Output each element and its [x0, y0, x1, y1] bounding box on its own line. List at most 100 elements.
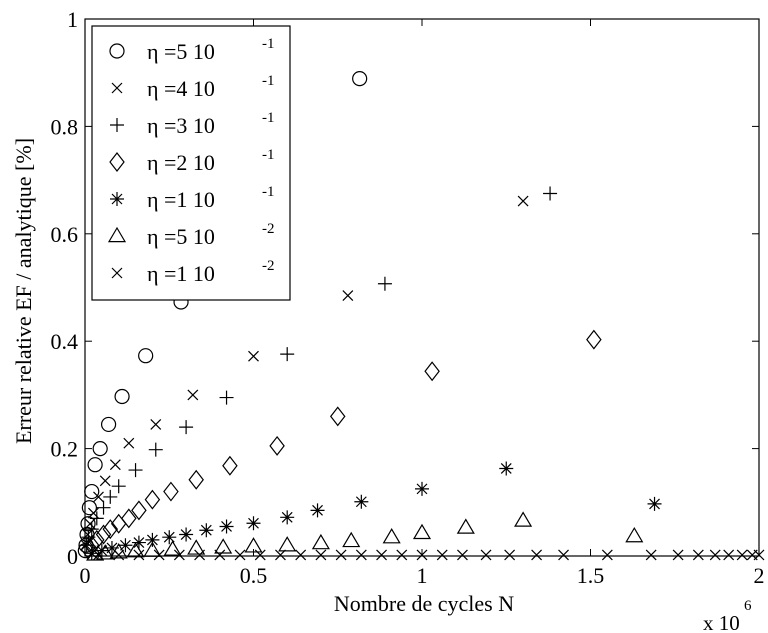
- data-point: [150, 419, 162, 430]
- data-point: [133, 549, 145, 561]
- legend-label-exponent: -2: [262, 221, 275, 237]
- data-point: [269, 435, 285, 456]
- data-point: [315, 549, 327, 561]
- legend-label-exponent: -1: [262, 36, 275, 52]
- data-point: [214, 549, 226, 561]
- data-point: [111, 479, 126, 494]
- data-point: [499, 461, 514, 476]
- data-point: [415, 481, 429, 496]
- legend-label: η =1 10: [147, 187, 215, 212]
- legend-box: [91, 25, 291, 301]
- y-tick-label: 0: [67, 544, 78, 569]
- data-point: [89, 511, 104, 526]
- legend-item: η =2 10 -1: [109, 147, 275, 175]
- data-point: [457, 549, 468, 561]
- data-point: [280, 347, 295, 362]
- data-point: [179, 420, 194, 435]
- data-point: [96, 500, 111, 515]
- data-point: [145, 532, 160, 547]
- data-point: [248, 350, 259, 362]
- data-point: [436, 549, 448, 561]
- data-point: [504, 549, 516, 561]
- data-point: [153, 549, 165, 561]
- data-point: [355, 549, 367, 561]
- data-point: [92, 441, 108, 457]
- y-axis: 0 0.2 0.4 0.6 0.8 1: [51, 7, 759, 569]
- data-point: [131, 535, 146, 550]
- data-point: [99, 475, 111, 487]
- data-point: [148, 442, 163, 457]
- x-multiplier-base: x 10: [703, 611, 740, 633]
- y-tick-label: 0.4: [51, 329, 79, 354]
- data-point: [84, 546, 99, 561]
- data-point: [376, 549, 387, 561]
- legend-label: η =5 10: [147, 39, 215, 64]
- data-point: [179, 527, 194, 542]
- data-point: [275, 549, 286, 561]
- data-point: [280, 510, 295, 525]
- data-point: [310, 503, 325, 518]
- data-point: [143, 541, 162, 557]
- data-point: [234, 549, 246, 561]
- data-point: [382, 528, 401, 544]
- data-point: [377, 276, 392, 291]
- data-point: [187, 539, 206, 555]
- data-point: [87, 457, 103, 473]
- series-5: [84, 461, 662, 561]
- data-point: [244, 537, 263, 553]
- legend-marker: [111, 82, 123, 94]
- y-tick-label: 0.2: [51, 437, 79, 462]
- data-point: [329, 406, 346, 427]
- data-point: [114, 388, 130, 405]
- data-point: [311, 533, 330, 550]
- x-tick-label: 2: [754, 563, 765, 588]
- data-point: [625, 526, 644, 543]
- data-point: [100, 416, 117, 433]
- legend-marker: [109, 43, 125, 59]
- legend-item: η =1 10 -1: [110, 184, 275, 212]
- data-point: [335, 549, 347, 561]
- data-point: [456, 518, 475, 534]
- legend-marker: [109, 152, 125, 172]
- series-2: [80, 195, 529, 551]
- x-axis-multiplier: x 10 6: [703, 598, 752, 633]
- data-point: [103, 489, 118, 504]
- y-tick-label: 0.8: [51, 114, 79, 139]
- data-point: [93, 491, 104, 503]
- legend-label-exponent: -1: [262, 147, 275, 163]
- legend-label-exponent: -1: [262, 110, 275, 126]
- y-axis-label: Erreur relative EF / analytique [%]: [11, 138, 36, 444]
- data-point: [354, 494, 369, 509]
- data-point: [396, 549, 408, 561]
- data-point: [113, 549, 125, 561]
- data-point: [246, 516, 261, 531]
- data-point: [412, 523, 432, 540]
- legend: η =5 10 -1η =4 10 -1η =3 10 -1η =2 10 -1η =1…: [91, 25, 291, 301]
- series-4: [80, 329, 602, 560]
- data-point: [645, 549, 657, 561]
- data-point: [222, 455, 238, 476]
- data-point: [102, 519, 119, 540]
- data-point: [254, 549, 266, 561]
- data-point: [586, 329, 602, 350]
- legend-item: η =1 10 -2: [111, 258, 275, 286]
- y-tick-label: 0.6: [51, 222, 79, 247]
- data-point: [647, 496, 662, 511]
- x-tick-label: 1: [417, 563, 428, 588]
- data-point: [109, 459, 121, 471]
- data-point: [517, 195, 529, 207]
- data-point: [138, 348, 154, 364]
- x-axis: 0 0.5 1 1.5 2: [80, 19, 765, 588]
- x-tick-label: 1.5: [577, 563, 605, 588]
- data-point: [128, 463, 143, 478]
- data-point: [723, 549, 735, 561]
- data-point: [709, 549, 721, 561]
- legend-label: η =5 10: [147, 224, 215, 249]
- x-axis-label: Nombre de cycles N: [334, 591, 514, 616]
- data-point: [531, 549, 543, 561]
- data-point: [558, 549, 569, 561]
- data-point: [342, 290, 354, 301]
- data-point: [295, 549, 307, 561]
- data-point: [81, 500, 97, 516]
- series-3: [79, 186, 558, 553]
